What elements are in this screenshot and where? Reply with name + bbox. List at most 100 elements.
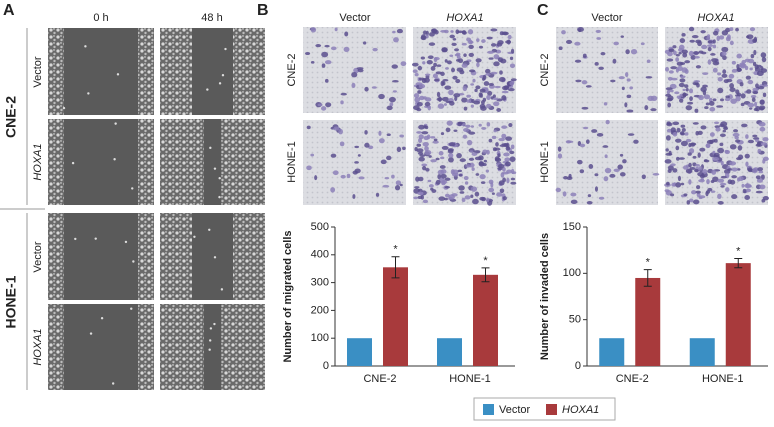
stained-cell (710, 180, 715, 183)
stained-cell (479, 103, 486, 109)
stained-cell (418, 134, 424, 140)
stained-cell (432, 73, 438, 79)
stained-cell (375, 192, 380, 197)
stained-cell (697, 172, 704, 177)
stained-cell (391, 64, 398, 69)
stained-cell (689, 39, 695, 43)
stained-cell (717, 201, 724, 205)
stained-cell (416, 131, 422, 134)
stained-cell (340, 100, 344, 105)
stained-cell (474, 191, 480, 197)
stained-cell (725, 36, 731, 42)
stained-cell (487, 50, 495, 54)
row-label: HONE-1 (539, 141, 551, 183)
stained-cell (352, 194, 356, 199)
stained-cell (459, 158, 466, 163)
stained-cell (444, 59, 448, 63)
stained-cell (493, 101, 500, 107)
stained-cell (717, 72, 722, 76)
stained-cell (739, 62, 746, 68)
stained-cell (486, 197, 490, 203)
stained-cell (417, 65, 423, 71)
speck (193, 235, 196, 238)
y-tick-label: 50 (569, 314, 581, 326)
stained-cell (716, 35, 720, 42)
stained-cell (677, 175, 681, 182)
cell-edge (233, 213, 265, 300)
stained-cell (728, 73, 735, 79)
stained-cell (723, 79, 729, 84)
stained-cell (672, 168, 678, 173)
stained-cell (469, 69, 476, 73)
stained-cell (491, 192, 495, 195)
stained-cell (664, 49, 670, 54)
stained-cell (440, 156, 445, 160)
stained-cell (428, 155, 432, 158)
stained-cell (468, 39, 473, 45)
stained-cell (704, 106, 709, 110)
error-bar (643, 269, 652, 287)
stained-cell (695, 65, 702, 69)
stained-cell (679, 131, 685, 135)
speck (71, 161, 75, 165)
stained-cell (719, 182, 727, 186)
stained-cell (456, 152, 462, 159)
speck (100, 317, 104, 320)
stained-cell (575, 79, 582, 83)
stained-cell (461, 42, 467, 46)
speck (213, 256, 217, 259)
panel-label: B (257, 2, 269, 19)
stained-cell (304, 51, 311, 56)
stained-cell (456, 67, 464, 72)
stained-cell (682, 52, 688, 58)
stained-cell (747, 102, 755, 108)
stained-cell (340, 174, 346, 179)
stained-cell (438, 151, 444, 156)
stained-cell (685, 168, 693, 174)
stained-cell (755, 105, 761, 112)
stained-cell (703, 94, 711, 100)
stained-cell (731, 68, 738, 73)
stained-cell (755, 83, 759, 89)
stained-cell (688, 26, 695, 32)
stained-cell (470, 83, 475, 86)
stained-cell (497, 153, 501, 158)
stained-cell (578, 28, 582, 33)
stained-cell (470, 125, 475, 128)
stained-cell (464, 195, 471, 200)
cell-edge (48, 119, 64, 205)
stained-cell (678, 44, 685, 50)
stained-cell (716, 105, 724, 108)
stained-cell (707, 46, 712, 52)
stained-cell (483, 159, 488, 163)
speck (221, 74, 225, 77)
stained-cell (675, 156, 680, 161)
stained-cell (394, 185, 401, 191)
stained-cell (738, 176, 744, 182)
stained-cell (667, 168, 672, 173)
speck (62, 106, 66, 110)
stained-cell (364, 142, 370, 148)
stained-cell (752, 134, 758, 138)
stained-cell (729, 161, 737, 166)
stained-cell (748, 107, 753, 110)
stained-cell (630, 48, 638, 55)
stained-cell (418, 124, 425, 130)
y-tick-label: 0 (323, 360, 329, 372)
speck (218, 177, 221, 180)
stained-cell (445, 127, 451, 133)
stained-cell (691, 190, 697, 195)
stained-cell (709, 132, 715, 137)
stained-cell (346, 173, 351, 179)
stained-cell (613, 41, 619, 46)
stained-cell (588, 164, 594, 169)
stained-cell (380, 159, 387, 165)
column-header: 48 h (201, 12, 222, 24)
stained-cell (509, 156, 516, 162)
stained-cell (462, 134, 468, 139)
stained-cell (703, 159, 710, 163)
stained-cell (502, 196, 507, 201)
stained-cell (698, 166, 703, 171)
stained-cell (459, 191, 465, 194)
